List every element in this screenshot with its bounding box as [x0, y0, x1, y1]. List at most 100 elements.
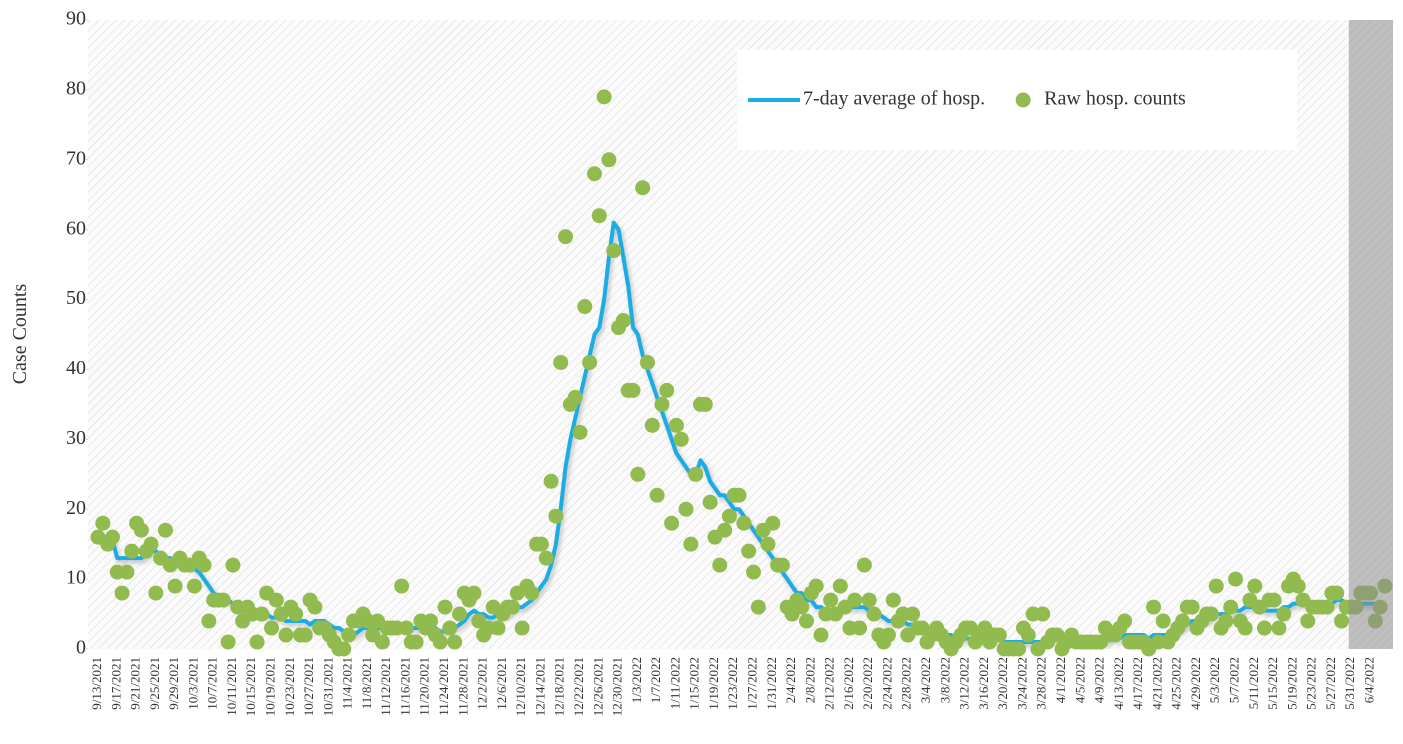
point: [95, 515, 111, 531]
point: [606, 243, 622, 259]
x-tick-label: 3/12/2022: [957, 657, 972, 710]
point: [432, 634, 448, 650]
x-tick-label: 9/25/2021: [147, 657, 162, 710]
x-tick-label: 2/12/2022: [822, 657, 837, 710]
y-tick-label: 80: [66, 77, 86, 99]
point: [447, 634, 463, 650]
point: [905, 606, 921, 622]
x-tick-label: 4/29/2022: [1188, 657, 1203, 710]
x-tick-label: 1/11/2022: [667, 657, 682, 709]
point: [148, 585, 164, 601]
point: [143, 536, 159, 552]
point: [124, 543, 140, 559]
x-tick-label: 10/7/2021: [205, 657, 220, 710]
x-tick-label: 2/20/2022: [860, 657, 875, 710]
point: [196, 557, 212, 573]
point: [442, 620, 458, 636]
point: [249, 634, 265, 650]
point: [799, 613, 815, 629]
x-tick-label: 1/31/2022: [764, 657, 779, 710]
point: [880, 627, 896, 643]
point: [288, 606, 304, 622]
x-tick-label: 10/15/2021: [243, 657, 258, 716]
point: [1020, 627, 1036, 643]
point: [1228, 571, 1244, 587]
y-tick-label: 70: [66, 147, 86, 169]
point: [630, 466, 646, 482]
point: [856, 557, 872, 573]
point: [654, 396, 670, 412]
point: [157, 522, 173, 538]
point: [1218, 613, 1234, 629]
x-tick-label: 11/24/2021: [436, 657, 451, 716]
point: [635, 180, 651, 196]
x-tick-label: 10/11/2021: [224, 657, 239, 716]
point: [225, 557, 241, 573]
y-tick-label: 10: [66, 567, 86, 589]
point: [341, 627, 357, 643]
x-tick-label: 4/21/2022: [1149, 657, 1164, 710]
point: [644, 417, 660, 433]
x-tick-label: 2/8/2022: [802, 657, 817, 703]
point: [215, 592, 231, 608]
x-tick-label: 3/16/2022: [976, 657, 991, 710]
y-tick-label: 40: [66, 357, 86, 379]
x-tick-label: 10/31/2021: [320, 657, 335, 716]
point: [437, 599, 453, 615]
shaded-region: [1348, 20, 1393, 649]
point: [664, 515, 680, 531]
point: [678, 501, 694, 517]
x-tick-label: 12/22/2021: [571, 657, 586, 716]
x-tick-label: 1/3/2022: [629, 657, 644, 703]
point: [1319, 599, 1335, 615]
point: [423, 613, 439, 629]
y-tick-label: 0: [76, 637, 86, 659]
point: [832, 578, 848, 594]
point: [1334, 613, 1350, 629]
legend-label: Raw hosp. counts: [1044, 88, 1186, 110]
point: [1276, 606, 1292, 622]
x-tick-label: 9/17/2021: [108, 657, 123, 710]
x-tick-label: 1/15/2022: [687, 657, 702, 710]
point: [688, 466, 704, 482]
y-tick-label: 30: [66, 427, 86, 449]
point: [398, 620, 414, 636]
point: [721, 508, 737, 524]
x-tick-label: 2/16/2022: [841, 657, 856, 710]
legend-label: 7-day average of hosp.: [803, 88, 985, 110]
x-tick-label: 5/19/2022: [1284, 657, 1299, 710]
point: [505, 599, 521, 615]
point: [336, 641, 352, 657]
point: [119, 564, 135, 580]
x-tick-label: 5/15/2022: [1265, 657, 1280, 710]
point: [307, 599, 323, 615]
point: [1175, 613, 1190, 629]
point: [572, 424, 588, 440]
point: [553, 354, 569, 370]
point: [567, 389, 583, 405]
point: [673, 431, 689, 447]
x-tick-label: 3/20/2022: [995, 657, 1010, 710]
point: [104, 529, 120, 545]
x-tick-label: 11/8/2021: [359, 657, 374, 709]
marks: [90, 89, 1393, 657]
point: [750, 599, 766, 615]
point: [1184, 599, 1200, 615]
point: [514, 620, 530, 636]
point: [885, 592, 901, 608]
point: [1208, 578, 1224, 594]
point: [625, 382, 641, 398]
point: [712, 557, 728, 573]
x-tick-label: 9/13/2021: [89, 657, 104, 710]
point: [717, 522, 733, 538]
point: [639, 354, 655, 370]
x-tick-label: 9/29/2021: [166, 657, 181, 710]
x-tick-label: 1/7/2022: [648, 657, 663, 703]
y-tick-label: 20: [66, 497, 86, 519]
point: [808, 578, 824, 594]
x-tick-label: 5/23/2022: [1304, 657, 1319, 710]
point: [268, 592, 284, 608]
point: [702, 494, 718, 510]
legend-marker: [1015, 92, 1031, 108]
point: [1237, 620, 1253, 636]
